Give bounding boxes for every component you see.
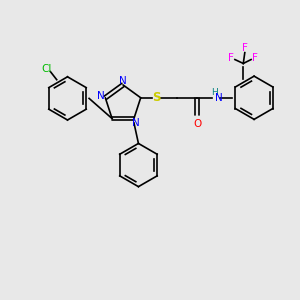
- Text: H: H: [211, 88, 217, 97]
- Text: N: N: [132, 118, 139, 128]
- Text: F: F: [252, 53, 258, 63]
- Text: O: O: [193, 119, 201, 129]
- Text: N: N: [97, 91, 105, 101]
- Text: F: F: [242, 44, 248, 53]
- Text: F: F: [228, 53, 234, 63]
- Text: S: S: [152, 91, 160, 104]
- Text: Cl: Cl: [41, 64, 51, 74]
- Text: N: N: [119, 76, 127, 86]
- Text: N: N: [215, 93, 223, 103]
